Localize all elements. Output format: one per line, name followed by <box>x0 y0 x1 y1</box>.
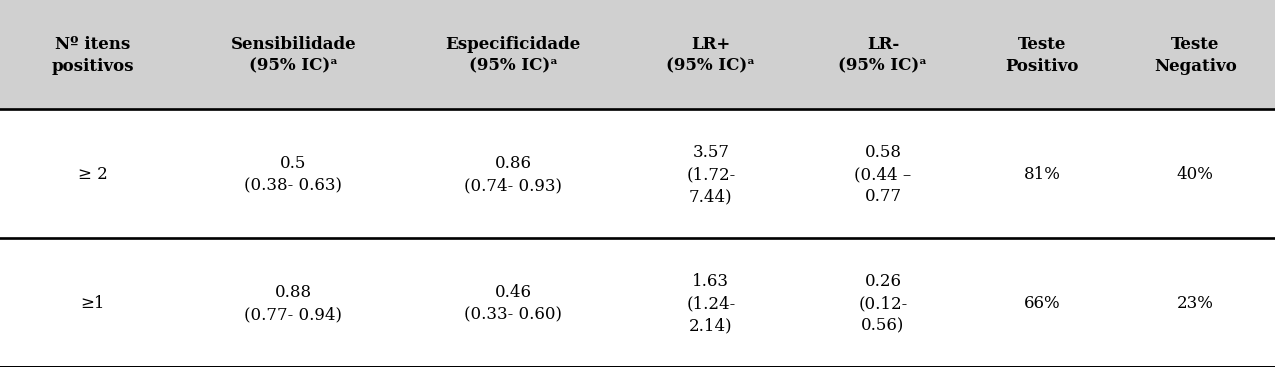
Text: 3.57
(1.72-
7.44): 3.57 (1.72- 7.44) <box>686 144 736 205</box>
Text: 40%: 40% <box>1177 166 1214 183</box>
Text: 23%: 23% <box>1177 294 1214 311</box>
Text: 0.5
(0.38- 0.63): 0.5 (0.38- 0.63) <box>245 155 342 194</box>
Text: Teste
Positivo: Teste Positivo <box>1006 36 1079 75</box>
Text: Nº itens
positivos: Nº itens positivos <box>51 36 134 75</box>
Text: LR-
(95% IC)ᵃ: LR- (95% IC)ᵃ <box>839 36 927 75</box>
Text: Teste
Negativo: Teste Negativo <box>1154 36 1237 75</box>
Text: 0.46
(0.33- 0.60): 0.46 (0.33- 0.60) <box>464 283 562 322</box>
Text: 66%: 66% <box>1024 294 1061 311</box>
Text: Sensibilidade
(95% IC)ᵃ: Sensibilidade (95% IC)ᵃ <box>231 36 356 75</box>
Text: 1.63
(1.24-
2.14): 1.63 (1.24- 2.14) <box>686 272 736 333</box>
Text: ≥ 2: ≥ 2 <box>78 166 107 183</box>
Text: 0.88
(0.77- 0.94): 0.88 (0.77- 0.94) <box>245 283 342 322</box>
Text: Especificidade
(95% IC)ᵃ: Especificidade (95% IC)ᵃ <box>445 36 581 75</box>
Text: 0.58
(0.44 –
0.77: 0.58 (0.44 – 0.77 <box>854 144 912 205</box>
Text: 0.86
(0.74- 0.93): 0.86 (0.74- 0.93) <box>464 155 562 194</box>
Bar <box>0 0 1275 110</box>
Text: 81%: 81% <box>1024 166 1061 183</box>
Text: 0.26
(0.12-
0.56): 0.26 (0.12- 0.56) <box>858 272 908 333</box>
Text: LR+
(95% IC)ᵃ: LR+ (95% IC)ᵃ <box>667 36 755 75</box>
Text: ≥1: ≥1 <box>80 294 105 311</box>
